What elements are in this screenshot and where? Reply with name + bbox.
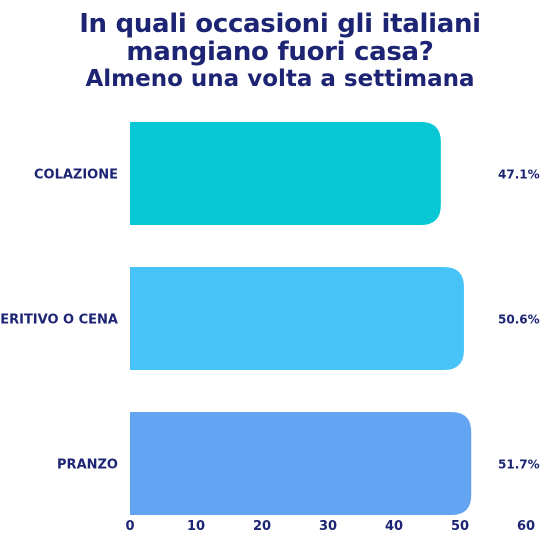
x-tick-label: 20 [253, 519, 271, 534]
value-label: 47.1% [498, 168, 540, 182]
chart-title-block: In quali occasioni gli italiani mangiano… [0, 10, 560, 92]
x-tick-label: 0 [125, 519, 134, 534]
value-label: 51.7% [498, 458, 540, 472]
chart-subtitle: Almeno una volta a settimana [85, 66, 475, 92]
bar-aperitivo-o-cena [130, 267, 464, 370]
bar-pranzo [130, 412, 472, 515]
x-tick-label: 40 [385, 519, 403, 534]
value-label: 50.6% [498, 313, 540, 327]
bar-colazione [130, 122, 441, 225]
x-tick-label: 30 [319, 519, 337, 534]
x-tick-label: 50 [451, 519, 469, 534]
category-label: COLAZIONE [34, 168, 118, 183]
x-tick-label: 60 [517, 519, 535, 534]
chart-title-line-1: In quali occasioni gli italiani [79, 9, 481, 39]
chart-title-line-2: mangiano fuori casa? [126, 37, 434, 67]
category-label: PRANZO [57, 458, 118, 473]
category-label: APERITIVO O CENA [0, 313, 118, 328]
x-tick-label: 10 [187, 519, 205, 534]
